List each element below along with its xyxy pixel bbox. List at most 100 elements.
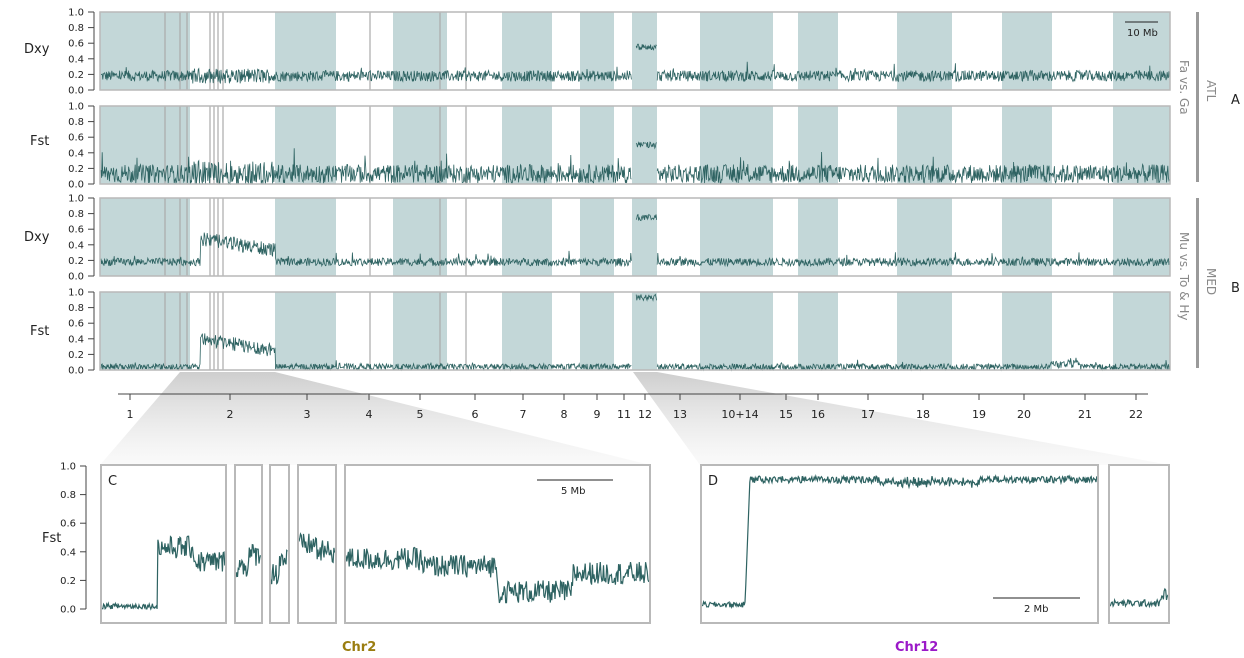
series-line-dxy: [100, 213, 1170, 268]
chromosome-tick-label: 5: [417, 408, 424, 421]
chromosome-band: [897, 292, 952, 370]
chromosome-band: [100, 12, 190, 90]
chromosome-axis: 1 2 3 4 5 6 7 8 9 11 12 13 10+14 15 16 17 18 19 20 21 22: [118, 393, 1148, 421]
chromosome-tick-label: 12: [638, 408, 652, 421]
chromosome-tick-label: 20: [1017, 408, 1031, 421]
chromosome-tick-label: 4: [366, 408, 373, 421]
chromosome-tick-label: 18: [916, 408, 930, 421]
chromosome-band: [614, 292, 632, 370]
y-tick-label: 0.0: [68, 86, 84, 97]
zoom-wedge-chr2: [100, 372, 650, 465]
scale-label-5mb: 5 Mb: [561, 486, 586, 497]
panel-dxy-atl: 1.0 0.8 0.6 0.4 0.2 0.0: [68, 8, 1171, 97]
chromosome-band: [1002, 106, 1052, 184]
scaffold-frame: [1108, 464, 1170, 624]
chromosome-tick-label: 22: [1129, 408, 1143, 421]
group-label-atl: ATL: [1204, 80, 1218, 102]
chromosome-band: [100, 292, 190, 370]
series-line-fst-chr2: [270, 549, 288, 585]
chromosome-tick-label: 16: [811, 408, 825, 421]
chromosome-band: [1002, 292, 1052, 370]
panel-dxy-med: 1.0 0.8 0.6 0.4 0.2 0.0: [68, 194, 1171, 283]
chromosome-tick-label: 3: [304, 408, 311, 421]
chromosome-band: [897, 198, 952, 276]
chromosome-band: [632, 292, 657, 370]
y-tick-label: 1.0: [60, 462, 76, 473]
chromosome-tick-label: 8: [561, 408, 568, 421]
row-label-med-dxy: Dxy: [24, 230, 50, 245]
chromosome-tick-label: 7: [520, 408, 527, 421]
y-tick-label: 0.0: [68, 272, 84, 283]
chromosome-band: [580, 292, 614, 370]
chromosome-tick-label: 17: [861, 408, 875, 421]
scaffold-frame: [100, 464, 227, 624]
y-tick-label: 0.2: [68, 70, 84, 81]
comparison-label-med: Mu vs. To & Hy: [1177, 232, 1191, 321]
row-label-atl-dxy: Dxy: [24, 42, 50, 57]
y-axis: 1.0 0.8 0.6 0.4 0.2 0.0: [68, 288, 95, 377]
y-axis: 1.0 0.8 0.6 0.4 0.2 0.0: [68, 102, 95, 191]
scaffold-frame: [297, 464, 337, 624]
scale-label-2mb: 2 Mb: [1024, 604, 1049, 615]
chromosome-name-chr12: Chr12: [895, 640, 938, 655]
panel-d-chr12-zoom: [700, 464, 1170, 624]
y-axis: 1.0 0.8 0.6 0.4 0.2 0.0: [68, 194, 95, 283]
y-tick-label: 0.4: [60, 547, 76, 558]
y-tick-label: 0.0: [68, 180, 84, 191]
y-tick-label: 0.6: [68, 39, 84, 50]
chromosome-band: [100, 106, 190, 184]
y-tick-label: 0.2: [68, 256, 84, 267]
series-line-fst-chr2: [101, 535, 226, 611]
series-line-fst-chr12: [701, 473, 1098, 610]
chromosome-tick-label: 13: [673, 408, 687, 421]
chromosome-band: [1113, 292, 1170, 370]
chromosome-band: [580, 198, 614, 276]
group-label-med: MED: [1204, 268, 1218, 295]
y-tick-label: 0.6: [68, 319, 84, 330]
scaffold-frame: [269, 464, 290, 624]
chromosome-band: [798, 292, 838, 370]
y-tick-label: 0.8: [68, 23, 84, 34]
y-tick-label: 0.0: [60, 605, 76, 616]
chromosome-band: [502, 292, 552, 370]
chromosome-band: [393, 292, 447, 370]
y-tick-label: 0.8: [68, 303, 84, 314]
chromosome-tick-label: 9: [594, 408, 601, 421]
series-line-fst: [100, 141, 1170, 186]
chromosome-band: [632, 198, 657, 276]
chromosome-tick-label: 6: [472, 408, 479, 421]
zoom-wedge-chr12: [633, 372, 1170, 465]
y-tick-label: 1.0: [68, 288, 84, 299]
chromosome-tick-label: 10+14: [721, 408, 758, 421]
panel-fst-med: 1.0 0.8 0.6 0.4 0.2 0.0: [68, 288, 1171, 377]
y-tick-label: 1.0: [68, 102, 84, 113]
y-tick-label: 0.6: [60, 519, 76, 530]
row-label-atl-fst: Fst: [30, 134, 49, 149]
panel-frame: [99, 105, 1171, 185]
scale-label-10mb: 10 Mb: [1127, 28, 1158, 39]
panel-frame: [99, 11, 1171, 91]
y-tick-label: 0.2: [68, 164, 84, 175]
panel-fst-atl: 1.0 0.8 0.6 0.4 0.2 0.0: [68, 102, 1171, 191]
chromosome-tick-label: 1: [127, 408, 134, 421]
y-tick-label: 0.4: [68, 240, 84, 251]
chromosome-band: [275, 198, 336, 276]
group-bar-med: [1196, 198, 1199, 368]
y-tick-label: 0.6: [68, 133, 84, 144]
series-line-fst-chr12: [1109, 587, 1169, 609]
chromosome-tick-label: 11: [617, 408, 631, 421]
chromosome-tick-label: 15: [779, 408, 793, 421]
panel-letter-b: B: [1231, 281, 1240, 296]
chromosome-band: [275, 292, 336, 370]
series-line-fst-chr2: [345, 546, 650, 604]
group-bar-atl: [1196, 12, 1199, 182]
y-tick-label: 1.0: [68, 8, 84, 19]
y-tick-label: 0.4: [68, 148, 84, 159]
y-tick-label: 0.8: [68, 117, 84, 128]
panel-c-chr2-zoom: 1.0 0.8 0.6 0.4 0.2 0.0: [60, 462, 651, 624]
panel-frame: [99, 197, 1171, 277]
comparison-label-atl: Fa vs. Ga: [1177, 60, 1191, 115]
scaffold-frame: [344, 464, 651, 624]
chromosome-band: [614, 198, 632, 276]
